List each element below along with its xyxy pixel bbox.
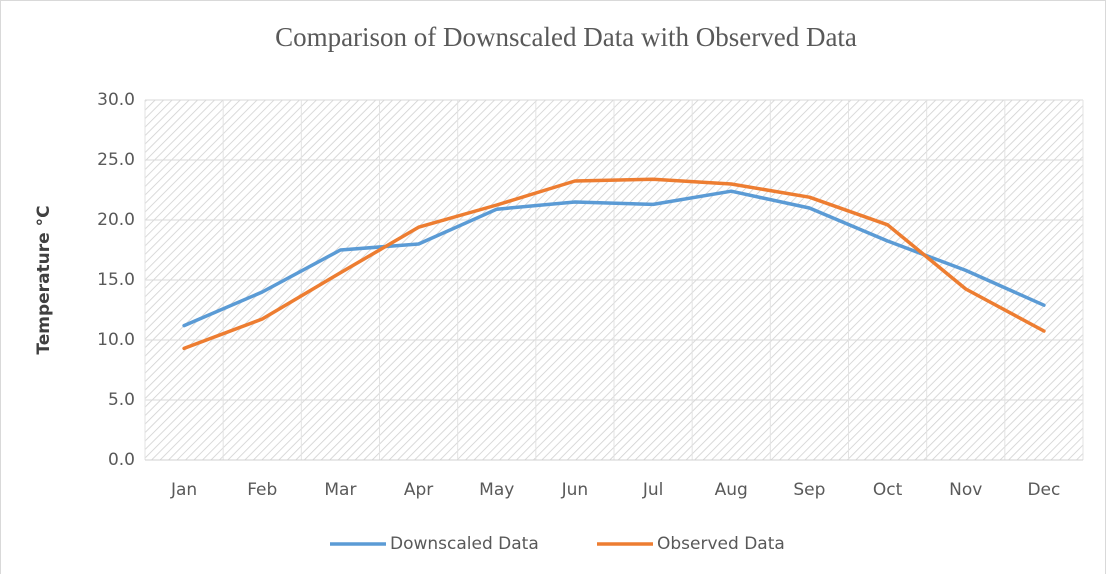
x-tick-label: Apr bbox=[404, 480, 433, 500]
x-tick-label: May bbox=[479, 480, 514, 500]
y-tick-label: 5.0 bbox=[108, 390, 135, 410]
y-tick-label: 15.0 bbox=[97, 270, 135, 290]
x-tick-label: Feb bbox=[247, 480, 277, 500]
y-tick-label: 30.0 bbox=[97, 90, 135, 110]
y-tick-label: 0.0 bbox=[108, 450, 135, 470]
y-tick-label: 25.0 bbox=[97, 150, 135, 170]
data-line bbox=[182, 189, 1046, 328]
x-tick-label: Aug bbox=[715, 480, 748, 500]
chart-title: Comparison of Downscaled Data with Obser… bbox=[275, 22, 857, 52]
x-tick-label: Nov bbox=[949, 480, 982, 500]
x-tick-label: Sep bbox=[793, 480, 825, 500]
legend-label: Downscaled Data bbox=[390, 534, 539, 554]
x-tick-label: Dec bbox=[1027, 480, 1060, 500]
x-tick-label: Mar bbox=[324, 480, 356, 500]
x-tick-label: Oct bbox=[873, 480, 903, 500]
x-tick-label: Jan bbox=[170, 480, 197, 500]
data-line bbox=[182, 177, 1046, 351]
y-axis-label: Temperature °C bbox=[34, 205, 54, 354]
y-tick-label: 20.0 bbox=[97, 210, 135, 230]
x-tick-label: Jul bbox=[642, 480, 664, 500]
legend-label: Observed Data bbox=[657, 534, 785, 554]
y-tick-label: 10.0 bbox=[97, 330, 135, 350]
x-tick-label: Jun bbox=[561, 480, 589, 500]
